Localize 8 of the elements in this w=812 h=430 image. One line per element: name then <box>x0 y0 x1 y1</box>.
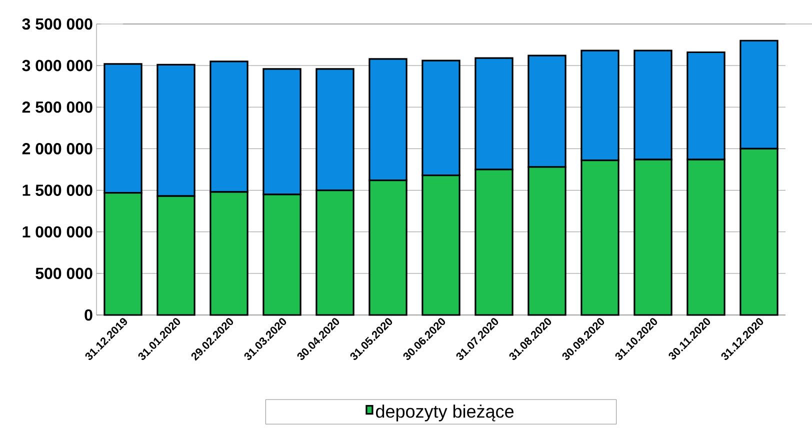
y-tick-label: 3 500 000 <box>22 18 92 30</box>
y-tick-label: 500 000 <box>36 268 92 280</box>
y-tick-label: 2 000 000 <box>22 143 92 154</box>
y-tick-label: 1 500 000 <box>22 184 92 196</box>
y-tick-label: 2 500 000 <box>22 101 92 113</box>
legend-label: depozyty bieżące <box>376 404 514 422</box>
y-tick-label: 1 000 000 <box>22 226 92 238</box>
y-tick-label: 3 000 000 <box>22 60 92 72</box>
